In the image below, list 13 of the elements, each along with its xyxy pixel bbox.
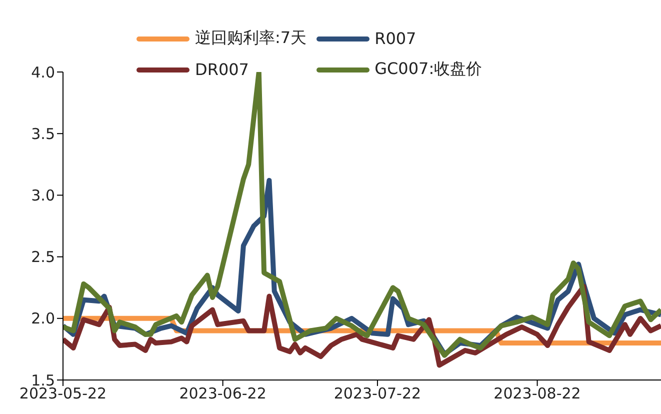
y-tick-label: 2.5 bbox=[31, 248, 55, 266]
x-tick-label: 2023-06-22 bbox=[179, 384, 266, 403]
y-tick-label: 3.0 bbox=[31, 186, 55, 205]
y-tick-label: 4.0 bbox=[31, 63, 55, 82]
x-tick-label: 2023-05-22 bbox=[19, 384, 107, 403]
legend-label: GC007:收盘价 bbox=[374, 59, 482, 80]
y-tick-label: 3.5 bbox=[31, 124, 55, 143]
legend-label: R007 bbox=[374, 29, 416, 48]
y-tick-label: 2.0 bbox=[31, 310, 55, 328]
legend-label: 逆回购利率:7天 bbox=[195, 28, 307, 49]
x-tick-label: 2023-08-22 bbox=[494, 384, 581, 403]
legend-label: DR007 bbox=[195, 60, 249, 79]
x-tick-label: 2023-07-22 bbox=[334, 384, 422, 403]
